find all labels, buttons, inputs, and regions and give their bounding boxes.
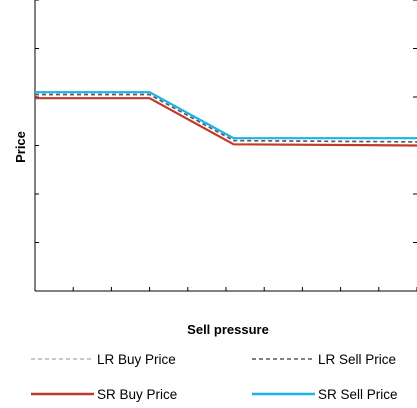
legend-label: LR Sell Price: [318, 352, 396, 367]
legend-item: SR Sell Price: [252, 387, 398, 402]
legend-label: SR Buy Price: [97, 387, 177, 402]
series-line-lr-sell-price: [35, 93, 417, 143]
legend: LR Buy Price LR Sell Price SR Buy Price SR …: [31, 352, 398, 402]
legend-item: LR Buy Price: [31, 352, 176, 367]
y-axis-label: Price: [13, 131, 28, 163]
series-line-sr-sell-price: [35, 91, 417, 140]
legend-item: LR Sell Price: [252, 352, 396, 367]
series-line-sr-buy-price: [35, 97, 417, 147]
series-layer: [35, 91, 417, 147]
axes: [34, 0, 417, 292]
legend-item: SR Buy Price: [31, 387, 177, 402]
x-axis-label: Sell pressure: [187, 322, 269, 337]
legend-label: SR Sell Price: [318, 387, 398, 402]
legend-label: LR Buy Price: [97, 352, 176, 367]
